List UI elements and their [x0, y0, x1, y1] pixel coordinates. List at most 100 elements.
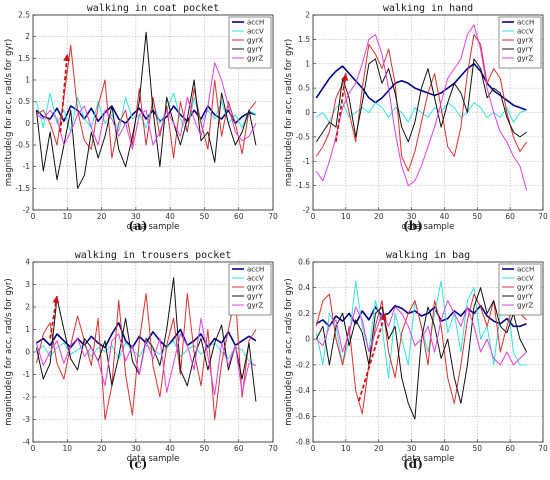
x-tick-label: 20	[97, 212, 107, 221]
x-tick-label: 0	[31, 444, 36, 453]
series-line-gyrY	[35, 31, 257, 189]
y-tick-label: -0.8	[295, 438, 310, 447]
x-tick-label: 70	[538, 444, 548, 453]
series-line-gyrZ	[315, 24, 528, 191]
x-axis-label: data sample	[127, 454, 180, 464]
y-axis-label: magnitude(g for acc, rad/s for gyr)	[284, 278, 294, 425]
x-tick-label: 10	[341, 212, 351, 221]
x-tick-label: 50	[473, 444, 483, 453]
series-group	[35, 31, 257, 189]
x-tick-label: 10	[341, 444, 351, 453]
x-tick-label: 70	[268, 212, 278, 221]
y-tick-label: 2	[25, 303, 30, 312]
legend-label-accV: accV	[247, 28, 264, 36]
x-tick-label: 70	[268, 444, 278, 453]
y-tick-label: -0.5	[295, 132, 310, 141]
y-tick-label: -4	[23, 438, 31, 447]
legend-label-gyrZ: gyrZ	[247, 55, 263, 63]
legend-box	[498, 263, 542, 316]
panel-caption: (c)	[129, 457, 148, 471]
chart-title: walking in trousers pocket	[75, 250, 232, 261]
y-tick-label: 1	[25, 325, 30, 334]
legend-label-gyrY: gyrY	[517, 46, 533, 54]
x-tick-label: 70	[538, 212, 548, 221]
series-line-gyrZ	[36, 62, 257, 150]
y-tick-label: -1	[303, 157, 311, 166]
series-line-gyrX	[315, 293, 527, 415]
series-line-gyrZ	[315, 300, 527, 366]
y-tick-label: 0.5	[18, 97, 30, 106]
annotation-arrow-shaft	[59, 53, 69, 133]
legend-label-gyrX: gyrX	[517, 284, 533, 292]
chart-title: walking in hand	[383, 3, 473, 14]
y-tick-label: 3	[25, 280, 30, 289]
series-line-accV	[316, 102, 527, 123]
legend-box	[228, 263, 272, 316]
legend-label-gyrX: gyrX	[247, 37, 263, 45]
y-tick-label: -0.4	[295, 386, 310, 395]
x-tick-label: 60	[505, 444, 515, 453]
legend-label-accV: accV	[247, 275, 264, 283]
y-tick-label: 1.5	[18, 54, 30, 63]
x-tick-label: 40	[165, 212, 175, 221]
y-tick-label: -2	[23, 206, 31, 215]
legend-label-gyrY: gyrY	[247, 46, 263, 54]
x-tick-label: 40	[165, 444, 175, 453]
x-axis-label: data sample	[402, 454, 455, 464]
legend-label-gyrZ: gyrZ	[517, 55, 533, 63]
y-tick-label: -0.5	[15, 141, 30, 150]
panel-caption: (a)	[128, 219, 147, 233]
x-tick-label: 0	[311, 212, 316, 221]
x-tick-label: 20	[97, 444, 107, 453]
chart-panel-3: 0 10 20 30 40 50 60 70 -4 -3 -2 -1 0 1 2 3 4 walking in t…	[4, 250, 278, 471]
legend-label-gyrY: gyrY	[517, 293, 533, 301]
legend-label-gyrX: gyrX	[247, 284, 263, 292]
x-tick-label: 20	[374, 212, 384, 221]
legend-label-accV: accV	[517, 28, 534, 36]
x-axis-label: data sample	[402, 222, 455, 232]
legend-label-gyrZ: gyrZ	[517, 302, 533, 310]
annotation-arrow-shaft	[358, 313, 387, 402]
x-tick-label: 40	[440, 444, 450, 453]
annotation-arrow-head	[63, 54, 71, 62]
legend-label-accH: accH	[517, 19, 534, 27]
y-tick-label: 1.5	[298, 35, 310, 44]
x-tick-label: 60	[234, 212, 244, 221]
x-tick-label: 40	[440, 212, 450, 221]
series-line-gyrX	[315, 34, 528, 172]
annotation-arrow-head	[52, 295, 60, 304]
x-tick-label: 30	[131, 212, 141, 221]
annotation-arrow-shaft	[335, 73, 347, 142]
y-tick-label: 0	[305, 335, 310, 344]
x-tick-label: 10	[63, 212, 73, 221]
legend-label-accV: accV	[517, 275, 534, 283]
chart-panel-4: 0 10 20 30 40 50 60 70 -0.8 -0.6 -0.4 -0.2 0 0.2 0.4 0.…	[284, 250, 548, 471]
y-axis-label: magnitude(g for acc, rad/s for gyr)	[284, 39, 294, 186]
y-tick-label: 0	[25, 348, 30, 357]
x-tick-label: 60	[234, 444, 244, 453]
y-tick-label: 1	[25, 76, 30, 85]
chart-title: walking in coat pocket	[87, 3, 219, 14]
y-axis-label: magnitude(g for acc, rad/s for gyr)	[4, 39, 14, 186]
x-tick-label: 20	[374, 444, 384, 453]
y-tick-label: -0.6	[295, 412, 310, 421]
axes-frame	[312, 261, 544, 443]
annotation-arrow-shaft	[49, 295, 58, 339]
x-tick-label: 50	[200, 444, 210, 453]
x-tick-label: 30	[407, 212, 417, 221]
series-group	[35, 277, 257, 420]
series-group	[315, 24, 528, 191]
y-tick-label: 0	[305, 108, 310, 117]
y-tick-label: -1	[23, 370, 31, 379]
series-line-gyrZ	[35, 317, 257, 396]
y-axis-label: magnitude(g for acc, rad/s for gyr)	[4, 278, 14, 425]
y-tick-label: 0.2	[298, 309, 310, 318]
y-tick-label: -1.5	[295, 181, 310, 190]
x-tick-label: 0	[311, 444, 316, 453]
legend-box	[498, 16, 542, 69]
panel-caption: (b)	[403, 219, 423, 233]
x-tick-label: 30	[131, 444, 141, 453]
y-tick-label: 2	[25, 32, 30, 41]
